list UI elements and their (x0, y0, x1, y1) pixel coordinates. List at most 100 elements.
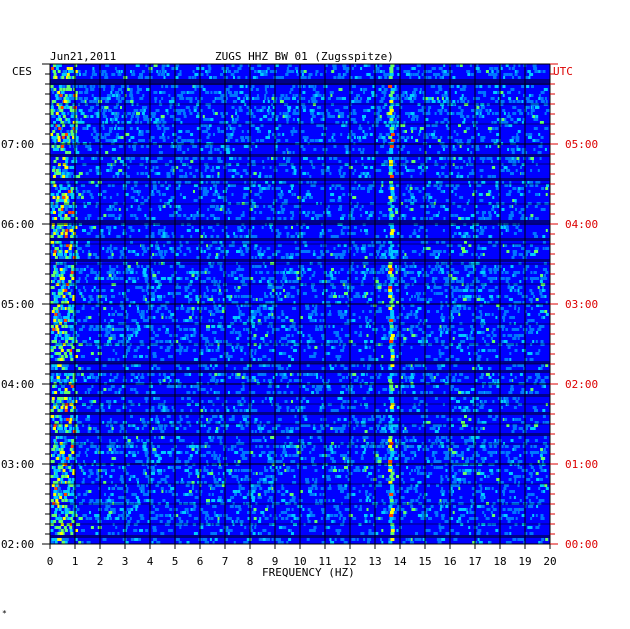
heat-cell (88, 328, 92, 331)
heat-cell (289, 271, 293, 274)
heat-cell (74, 262, 78, 265)
heat-cell-low (50, 202, 54, 205)
heat-cell (177, 145, 182, 148)
heat-cell (409, 169, 413, 172)
heat-cell (419, 172, 422, 175)
heat-cell (383, 121, 387, 124)
heat-cell (278, 124, 282, 127)
heat-cell (254, 76, 259, 79)
heat-cell (501, 163, 504, 166)
heat-cell (426, 100, 431, 103)
heat-cell (157, 298, 161, 301)
heat-cell (318, 139, 323, 142)
heat-cell (354, 181, 357, 184)
heat-cell (541, 208, 546, 211)
heat-cell (170, 85, 175, 88)
heat-cell (151, 295, 156, 298)
heat-cell-low (64, 301, 68, 304)
heat-cell (102, 85, 106, 88)
heat-cell (231, 121, 236, 124)
heat-cell (116, 175, 119, 178)
heat-cell (181, 97, 185, 100)
heat-cell (200, 148, 204, 151)
heat-cell (431, 133, 435, 136)
heat-cell (221, 229, 224, 232)
heat-cell (329, 187, 332, 190)
heat-cell (224, 289, 228, 292)
heat-cell (240, 253, 245, 256)
heat-cell (57, 313, 61, 316)
heat-cell (544, 295, 547, 298)
heat-cell (228, 85, 233, 88)
heat-cell (242, 211, 245, 214)
heat-cell (193, 190, 195, 193)
heat-cell (89, 169, 93, 172)
heat-cell-band (390, 205, 395, 208)
heat-cell (534, 250, 539, 253)
heat-cell (374, 280, 379, 283)
heat-cell-low (66, 172, 70, 175)
heat-cell-low (72, 256, 76, 259)
heat-cell (167, 136, 170, 139)
heat-cell (538, 193, 541, 196)
heat-cell-low (59, 88, 63, 91)
heat-cell (450, 325, 455, 328)
heat-cell (150, 193, 155, 196)
heat-cell (457, 310, 460, 313)
heat-cell (311, 100, 316, 103)
heat-cell (416, 235, 420, 238)
heat-cell (147, 196, 151, 199)
heat-cell (367, 109, 371, 112)
heat-cell (518, 262, 522, 265)
heat-cell (278, 187, 281, 190)
heat-cell (436, 97, 439, 100)
heat-cell (255, 127, 260, 130)
heat-cell (340, 253, 345, 256)
heat-cell (212, 109, 215, 112)
heat-cell (394, 118, 397, 121)
heat-cell (159, 208, 162, 211)
heat-cell-low (65, 256, 69, 259)
heat-cell (174, 292, 179, 295)
heat-cell (526, 250, 531, 253)
heat-cell (414, 115, 419, 118)
heat-cell (281, 325, 286, 328)
heat-cell (179, 241, 182, 244)
heat-cell (473, 277, 478, 280)
heat-cell (544, 112, 547, 115)
heat-cell (418, 76, 421, 79)
heat-cell (394, 277, 397, 280)
heat-cell (227, 169, 232, 172)
heat-cell (149, 307, 153, 310)
heat-cell (182, 109, 186, 112)
heat-cell (116, 157, 119, 160)
heat-cell (349, 103, 352, 106)
heat-cell (470, 151, 473, 154)
heat-cell (510, 88, 515, 91)
heat-cell (236, 262, 238, 265)
heat-cell (354, 64, 357, 67)
heat-cell (327, 313, 332, 316)
heat-cell (545, 100, 548, 103)
heat-cell (500, 226, 504, 229)
heat-cell (508, 298, 513, 301)
heat-cell (333, 295, 337, 298)
heat-cell (166, 241, 171, 244)
heat-cell (140, 310, 145, 313)
heat-cell (218, 289, 221, 292)
heat-cell-low (50, 301, 54, 304)
heat-cell (524, 76, 527, 79)
heat-cell-low (60, 217, 63, 220)
heat-cell (251, 85, 255, 88)
heat-cell (379, 211, 383, 214)
heat-cell (379, 64, 383, 67)
heat-cell (505, 226, 509, 229)
heat-cell (169, 103, 173, 106)
heat-cell (99, 301, 103, 304)
heat-cell (95, 184, 99, 187)
heat-cell (337, 115, 342, 118)
heat-cell (214, 187, 217, 190)
heat-cell (267, 184, 271, 187)
heat-cell (472, 115, 477, 118)
heat-cell (394, 88, 398, 91)
